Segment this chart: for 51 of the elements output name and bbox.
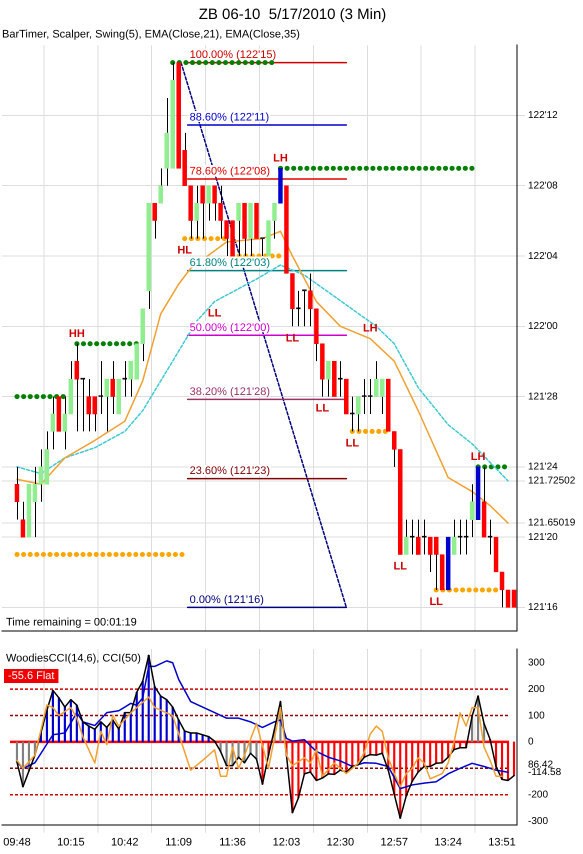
- series-label: 88.60% (122'11): [190, 112, 270, 124]
- y-tick-label: 0: [528, 736, 534, 748]
- annotation: LL: [208, 308, 222, 320]
- x-tick-label: 09:48: [3, 836, 31, 848]
- x-tick-label: 13:24: [434, 836, 462, 848]
- y-tick-label: 121.72502: [528, 476, 576, 487]
- series-label: 78.60% (122'08): [190, 166, 270, 178]
- annotation: LL: [286, 332, 300, 344]
- x-tick-label: 11:36: [219, 836, 246, 848]
- y-tick-label: 121'28: [528, 391, 558, 402]
- series-label: 38.20% (121'28): [190, 386, 270, 398]
- annotation: LL: [346, 437, 360, 450]
- x-tick-label: 12:03: [272, 836, 300, 848]
- chart-subtitle: BarTimer, Scalper, Swing(5), EMA(Close,21), EMA(Close,35): [2, 28, 300, 41]
- series-label: 61.80% (122'03): [190, 257, 270, 270]
- series-label: 50.00% (122'00): [190, 322, 270, 334]
- y-tick-label: 300: [528, 657, 546, 668]
- y-tick-label: 121'20: [528, 532, 558, 543]
- y-tick-label: 122'04: [528, 250, 558, 262]
- y-tick-label: -200: [528, 789, 548, 800]
- annotation: LL: [429, 596, 444, 608]
- y-tick-label: 121.65019: [528, 518, 576, 529]
- annotation: LH: [362, 322, 378, 335]
- x-tick-label: 10:42: [110, 836, 139, 848]
- annotation: LH: [470, 450, 486, 463]
- annotation: -55.6 Flat: [8, 670, 54, 682]
- y-tick-label: -114.58: [528, 766, 562, 778]
- x-tick-label: 10:15: [57, 836, 85, 848]
- chart-title: WoodiesCCI(14,6), CCI(50): [6, 652, 141, 665]
- series-label: 0.00% (121'16): [190, 594, 264, 606]
- annotation: HH: [68, 328, 85, 340]
- series-label: 100.00% (122'15): [190, 49, 276, 62]
- y-tick-label: -300: [528, 816, 548, 827]
- annotation: LH: [273, 152, 288, 164]
- x-tick-label: 11:09: [165, 836, 192, 848]
- x-tick-label: 12:30: [326, 836, 354, 848]
- y-tick-label: 121'16: [528, 602, 558, 614]
- x-tick-label: 12:57: [380, 836, 408, 848]
- y-tick-label: 121'24: [528, 462, 558, 473]
- y-tick-label: 122'12: [528, 110, 558, 122]
- y-tick-label: 122'08: [528, 180, 558, 192]
- y-tick-label: 122'00: [528, 321, 558, 332]
- chart-title: ZB 06-10 5/17/2010 (3 Min): [198, 6, 386, 24]
- annotation: LL: [316, 402, 330, 415]
- series-label: 23.60% (121'23): [190, 465, 270, 478]
- annotation: HL: [177, 244, 192, 257]
- annotation: LL: [394, 560, 408, 573]
- x-tick-label: 13:51: [488, 836, 516, 848]
- y-tick-label: 200: [528, 684, 546, 695]
- annotation: Time remaining = 00:01:19: [6, 616, 137, 629]
- y-tick-label: 100: [528, 710, 546, 722]
